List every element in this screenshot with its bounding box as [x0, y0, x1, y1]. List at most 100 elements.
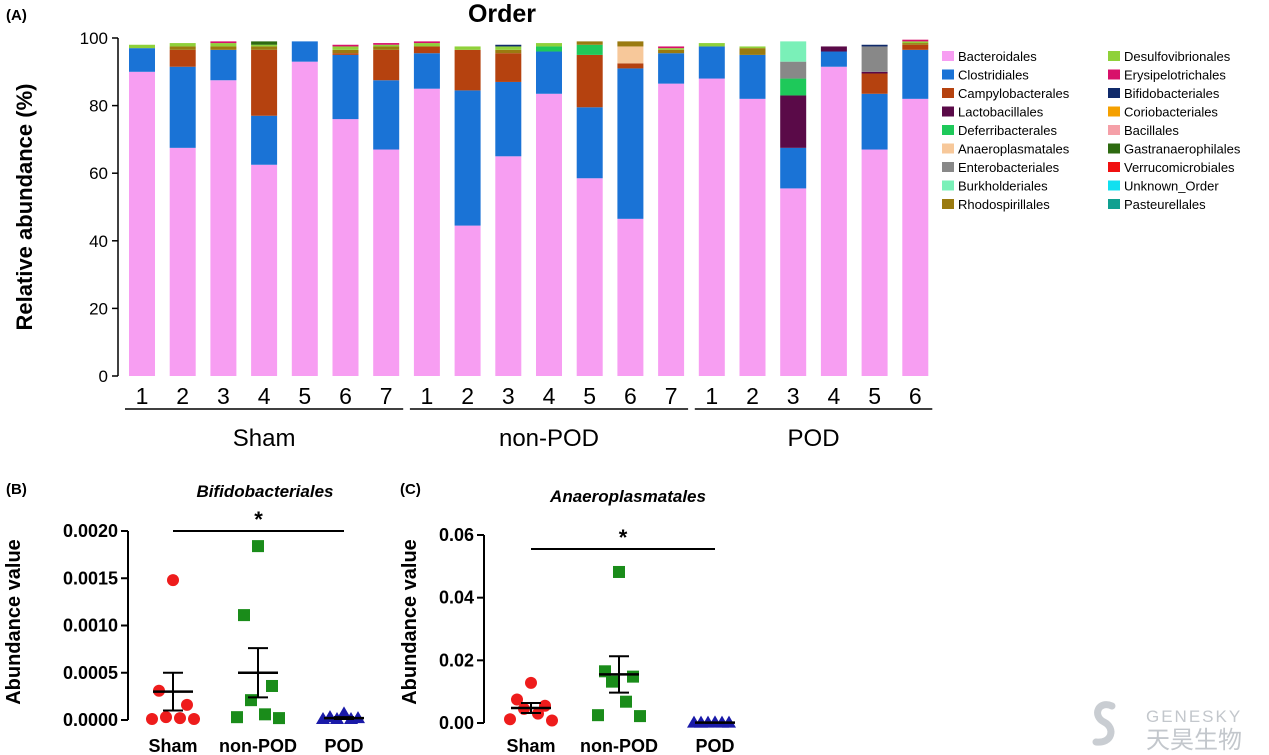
- legend-swatch: [1108, 143, 1120, 154]
- bar-segment: [536, 43, 562, 47]
- bar-segment: [861, 73, 888, 94]
- x-tick-label: POD: [695, 736, 734, 755]
- bar-segment: [291, 61, 318, 376]
- bar-segment: [373, 149, 400, 376]
- legend-entry: Clostridiales: [958, 68, 1029, 83]
- bar-segment: [495, 81, 522, 157]
- legend-swatch: [1108, 69, 1120, 80]
- legend-swatch: [942, 143, 954, 154]
- legend-swatch: [942, 69, 954, 80]
- y-tick-label: 100: [80, 29, 108, 48]
- data-point: [266, 679, 278, 692]
- legend-swatch: [1108, 51, 1120, 61]
- bar-segment: [495, 156, 522, 376]
- bar-segment: [617, 218, 644, 376]
- legend-entry: Anaeroplasmatales: [958, 142, 1070, 157]
- y-tick-label: 0.0020: [63, 521, 118, 541]
- legend-entry: Bifidobacteriales: [1124, 86, 1220, 101]
- legend-entry: Verrucomicrobiales: [1124, 160, 1235, 175]
- chart-a-ylabel: Relative abundance (%): [12, 84, 37, 331]
- bar-segment: [698, 78, 725, 376]
- bar-segment: [454, 49, 481, 91]
- watermark-cn: 天昊生物: [1146, 727, 1242, 754]
- legend-swatch: [1108, 106, 1120, 117]
- data-point: [146, 713, 158, 726]
- bar-segment: [251, 41, 278, 45]
- data-point: [174, 712, 186, 725]
- bar-segment: [902, 41, 929, 44]
- bar-segment: [373, 44, 400, 47]
- legend-swatch: [1108, 88, 1120, 98]
- data-point: [525, 676, 537, 689]
- bar-segment: [210, 46, 237, 50]
- bar-segment: [698, 46, 725, 79]
- bar-segment: [373, 49, 400, 81]
- bar-segment: [820, 46, 847, 52]
- legend-entry: Pasteurellales: [1124, 197, 1206, 212]
- x-tick-label: 2: [176, 383, 189, 409]
- chart-a: 0 20 40 60 80 100 1 2 3 4 5 6 7 1 2 3 4 5 6 7 1 2 3 4 5 6 Sham non-…: [80, 29, 1241, 452]
- data-point: [687, 715, 701, 728]
- bar-segment: [576, 178, 603, 376]
- legend-swatch: [1108, 199, 1120, 209]
- group-label: Sham: [233, 425, 296, 452]
- legend-swatch: [1108, 162, 1120, 172]
- bar-segment: [210, 80, 237, 376]
- bar-segment: [576, 41, 603, 45]
- bar-segment: [861, 71, 888, 74]
- bar-segment: [332, 119, 359, 377]
- y-tick-label: 0.04: [439, 588, 474, 608]
- bar-segment: [169, 46, 196, 50]
- y-tick-label: 0: [99, 367, 108, 386]
- chart-b-ylabel: Abundance value: [3, 539, 25, 705]
- bar-segment: [739, 54, 766, 99]
- bar-segment: [332, 53, 359, 55]
- data-point: [259, 708, 271, 721]
- bar-segment: [576, 54, 603, 108]
- bar-segment: [413, 53, 440, 89]
- bar-segment: [780, 188, 807, 376]
- legend-swatch: [942, 106, 954, 117]
- x-tick-label: 7: [665, 383, 678, 409]
- legend-swatch: [942, 51, 954, 61]
- bar-segment: [413, 46, 440, 54]
- data-point: [188, 713, 200, 726]
- bar-segment: [739, 46, 766, 49]
- y-tick-label: 20: [89, 299, 108, 318]
- x-tick-label: non-POD: [219, 736, 297, 755]
- x-tick-label: 6: [339, 383, 352, 409]
- legend-entry: Coriobacteriales: [1124, 105, 1218, 120]
- data-point: [620, 695, 632, 708]
- y-tick-label: 0.06: [439, 525, 474, 545]
- bar-segment: [617, 68, 644, 219]
- x-tick-label: 3: [502, 383, 515, 409]
- bar-segment: [129, 48, 155, 72]
- data-point: [337, 706, 351, 719]
- x-tick-label: 1: [705, 383, 718, 409]
- x-tick-label: 1: [421, 383, 434, 409]
- bar-segment: [332, 46, 359, 50]
- legend-entry: Bacteroidales: [958, 49, 1037, 64]
- bar-segment: [861, 46, 888, 72]
- data-point: [627, 670, 639, 683]
- y-tick-label: 0.00: [439, 713, 474, 733]
- bar-segment: [739, 98, 766, 376]
- bar-segment: [698, 43, 725, 47]
- legend-entry: Gastranaerophilales: [1124, 142, 1241, 157]
- bar-segment: [169, 147, 196, 376]
- bar-segment: [536, 93, 562, 377]
- bar-segment: [861, 93, 888, 150]
- chart-b: 0.0000 0.0005 0.0010 0.0015 0.0020 Sham non-PO…: [63, 507, 365, 755]
- bar-segment: [332, 54, 359, 120]
- bar-segment: [454, 90, 481, 226]
- bar-segment: [617, 46, 644, 64]
- legend-entry: Erysipelotrichales: [1124, 68, 1226, 83]
- bar-segment: [251, 44, 278, 47]
- x-tick-label: 6: [909, 383, 922, 409]
- legend-entry: Unknown_Order: [1124, 179, 1219, 194]
- bar-segment: [169, 66, 196, 148]
- bar-segment: [413, 41, 440, 44]
- bar-segment: [495, 44, 522, 47]
- logo-swirl-icon: [1092, 701, 1116, 746]
- chart-c-ylabel: Abundance value: [399, 539, 421, 705]
